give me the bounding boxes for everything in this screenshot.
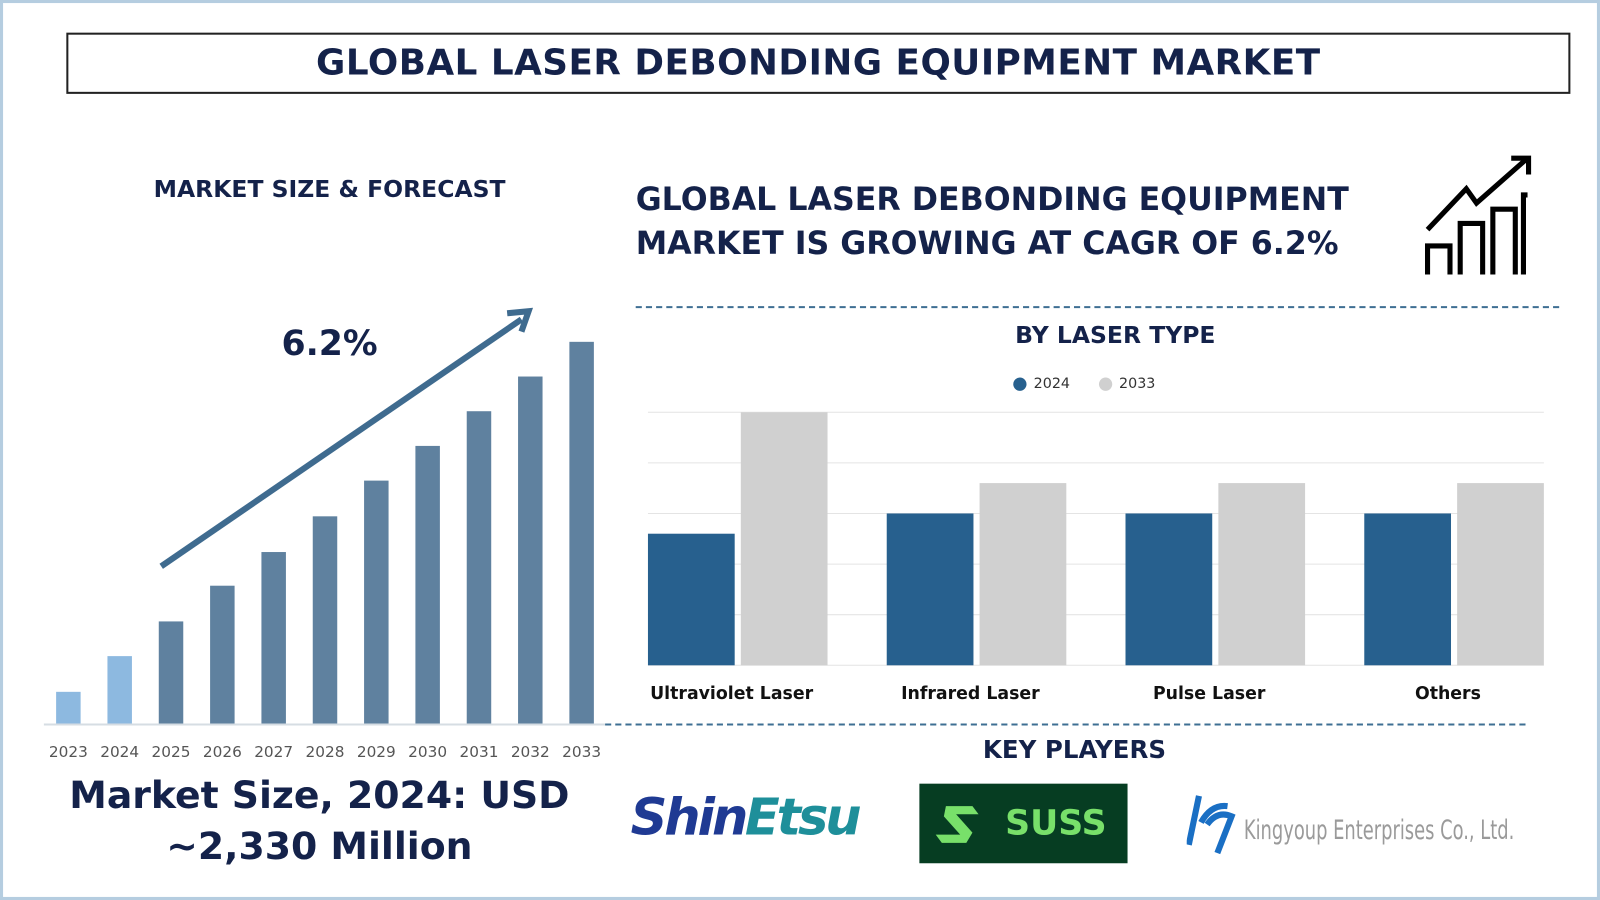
bar-2024 xyxy=(107,656,132,725)
market-size-chart: 2023 2024 2025 2026 2027 2028 2029 2030 2031 2032… xyxy=(43,307,606,761)
laser-type-chart: Ultraviolet Laser Infrared Laser Pulse Las… xyxy=(647,411,1544,704)
bar-others-2024 xyxy=(1364,513,1452,666)
headline-line2: MARKET IS GROWING AT CAGR OF 6.2% xyxy=(635,225,1339,263)
bar-2030 xyxy=(415,445,440,725)
bar-infrared-laser-2033 xyxy=(979,483,1067,666)
legend-label: 2024 xyxy=(1033,375,1071,392)
growth-chart-arrow-icon xyxy=(1424,155,1532,275)
svg-text:Kingyoup Enterprises Co., Ltd.: Kingyoup Enterprises Co., Ltd. xyxy=(1244,815,1514,846)
svg-text:Etsu: Etsu xyxy=(745,789,860,845)
cagr-headline: GLOBAL LASER DEBONDING EQUIPMENT MARKET … xyxy=(636,179,1391,267)
legend-item-2024: 2024 xyxy=(1013,376,1070,392)
svg-text:Shin: Shin xyxy=(631,789,746,845)
category-label: Infrared Laser xyxy=(901,684,1040,704)
page-title: GLOBAL LASER DEBONDING EQUIPMENT MARKET xyxy=(66,32,1571,94)
x-tick-label: 2023 xyxy=(49,743,88,761)
x-tick-label: 2025 xyxy=(152,743,191,761)
x-tick-label: 2031 xyxy=(460,743,499,761)
market-size-line1: Market Size, 2024: USD xyxy=(69,773,570,818)
bar-2023 xyxy=(56,691,81,725)
bar-pulse-laser-2033 xyxy=(1218,483,1306,666)
market-size-line2: ~2,330 Million xyxy=(166,824,473,869)
category-label: Others xyxy=(1415,684,1481,704)
x-tick-label: 2028 xyxy=(306,743,345,761)
bar-2026 xyxy=(210,585,235,725)
bar-infrared-laser-2024 xyxy=(886,513,974,666)
x-tick-label: 2032 xyxy=(511,743,550,761)
bar-2027 xyxy=(261,552,286,725)
kingyoup-logo: Kingyoup Enterprises Co., Ltd. xyxy=(1185,794,1524,855)
category-label: Ultraviolet Laser xyxy=(650,684,813,704)
x-tick-label: 2024 xyxy=(100,743,139,761)
bar-others-2033 xyxy=(1457,483,1544,666)
bar-ultraviolet-laser-2024 xyxy=(647,533,735,666)
x-tick-label: 2030 xyxy=(408,743,447,761)
divider xyxy=(635,306,1560,309)
divider xyxy=(605,723,1526,726)
legend: 2024 2033 xyxy=(1013,376,1155,392)
bar-2031 xyxy=(466,411,492,725)
bar-2028 xyxy=(312,516,338,725)
laser-type-heading: BY LASER TYPE xyxy=(1015,322,1216,349)
key-players-heading: KEY PLAYERS xyxy=(982,735,1167,765)
bar-2032 xyxy=(518,376,543,725)
legend-swatch xyxy=(1098,377,1112,391)
x-tick-label: 2026 xyxy=(203,743,242,761)
bar-2033 xyxy=(569,341,594,725)
bar-pulse-laser-2024 xyxy=(1125,513,1213,666)
x-tick-label: 2027 xyxy=(254,743,293,761)
category-label: Pulse Laser xyxy=(1153,684,1266,704)
bar-ultraviolet-laser-2033 xyxy=(740,412,828,666)
bar-2025 xyxy=(158,621,184,725)
growth-arrow xyxy=(159,316,524,569)
svg-text:SUSS: SUSS xyxy=(1005,804,1107,844)
bar-2029 xyxy=(364,480,389,725)
legend-swatch xyxy=(1013,377,1027,391)
legend-label: 2033 xyxy=(1119,375,1156,392)
legend-item-2033: 2033 xyxy=(1098,375,1156,392)
suss-logo: SUSS xyxy=(919,783,1128,864)
cagr-annotation: 6.2% xyxy=(281,324,377,364)
shinetsu-logo: Shin Etsu xyxy=(631,784,866,848)
market-size-heading: MARKET SIZE & FORECAST xyxy=(153,176,506,204)
x-tick-label: 2033 xyxy=(562,743,601,761)
x-tick-label: 2029 xyxy=(357,743,396,761)
arrow-head-icon xyxy=(506,307,534,333)
headline-line1: GLOBAL LASER DEBONDING EQUIPMENT xyxy=(635,181,1349,219)
market-size-text: Market Size, 2024: USD ~2,330 Million xyxy=(23,770,615,872)
